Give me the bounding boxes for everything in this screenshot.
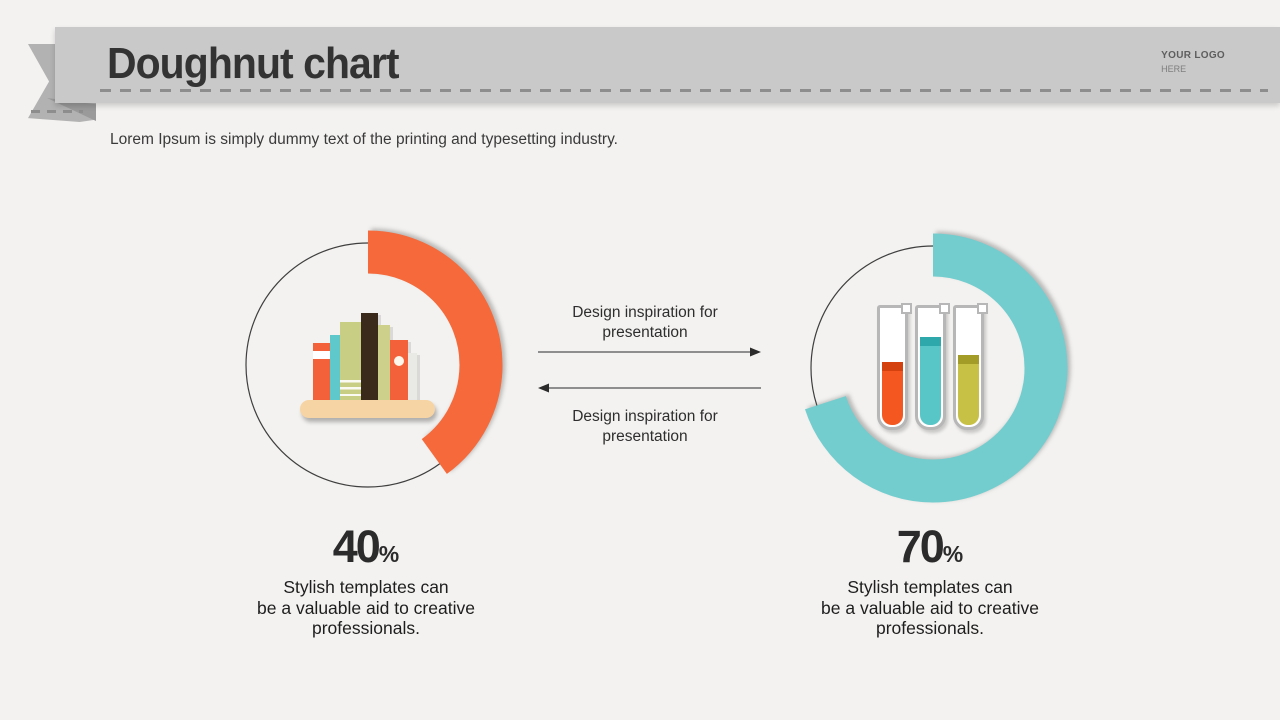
ribbon-tail-dashes [31, 110, 83, 113]
test-tube [953, 303, 988, 430]
connector-label-top-line2: presentation [602, 324, 688, 342]
test-tube-liquid [958, 354, 979, 425]
connector-label-bottom-line1: Design inspiration for [572, 408, 718, 425]
book-dot [394, 356, 404, 366]
connector-arrows [538, 347, 761, 393]
slide-subtitle: Lorem Ipsum is simply dummy text of the … [110, 131, 618, 148]
left-donut-svg [233, 230, 503, 500]
right-donut-svg [798, 233, 1068, 503]
right-percent-value: 70% [780, 524, 1080, 569]
title-banner: Doughnut chart YOUR LOGO HERE [55, 27, 1280, 103]
test-tube-tab [901, 303, 912, 314]
arrow-right-icon [538, 347, 761, 357]
book [340, 322, 361, 401]
left-caption-line2: be a valuable aid to creative [257, 597, 475, 618]
left-caption: Stylish templates can be a valuable aid … [216, 577, 516, 639]
right-caption-line1: Stylish templates can [847, 577, 1013, 597]
left-stat-block: 40% Stylish templates can be a valuable … [216, 524, 516, 639]
test-tube-liquid [882, 361, 903, 425]
page-title: Doughnut chart [107, 39, 399, 88]
book-stripe [313, 351, 331, 359]
bookshelf-icon [298, 312, 438, 422]
shelf [300, 400, 435, 418]
test-tubes-icon [875, 301, 990, 433]
left-donut-chart [222, 219, 514, 511]
left-caption-line3: professionals. [312, 618, 420, 638]
book [390, 340, 408, 401]
donut-arc [233, 230, 503, 500]
right-caption-line3: professionals. [876, 618, 984, 638]
right-stat-block: 70% Stylish templates can be a valuable … [780, 524, 1080, 639]
test-tube-tab [977, 303, 988, 314]
banner-dashed-line [100, 89, 1268, 92]
test-tube-tab [939, 303, 950, 314]
book [361, 313, 378, 401]
test-tube-liquid [920, 336, 941, 425]
book-stripe [340, 380, 361, 396]
liquid-band [958, 354, 979, 364]
right-caption-line2: be a valuable aid to creative [821, 597, 1039, 618]
liquid-band [882, 361, 903, 371]
book [330, 335, 340, 401]
left-percent-sign: % [378, 541, 400, 567]
left-caption-line1: Stylish templates can [283, 577, 449, 597]
connector-label-top-line1: Design inspiration for [572, 304, 718, 321]
right-percent-number: 70 [896, 521, 945, 572]
test-tube [877, 303, 912, 430]
liquid-band [920, 336, 941, 346]
donut-arc [798, 233, 1068, 503]
left-percent-number: 40 [332, 521, 381, 572]
right-donut-chart [787, 222, 1079, 514]
right-caption: Stylish templates can be a valuable aid … [780, 577, 1080, 639]
arrow-left-icon [538, 383, 761, 393]
book [408, 353, 417, 401]
logo-text-line2: HERE [1161, 64, 1187, 74]
logo-text-line1: YOUR LOGO [1161, 50, 1225, 61]
book [313, 343, 331, 401]
left-percent-value: 40% [216, 524, 516, 569]
connector-label-bottom: Design inspiration for presentation [545, 407, 745, 447]
logo-placeholder: YOUR LOGO HERE [1161, 51, 1225, 74]
connector-label-bottom-line2: presentation [602, 428, 688, 446]
connector-label-top: Design inspiration for presentation [545, 303, 745, 343]
test-tube [915, 303, 950, 430]
right-percent-sign: % [942, 541, 964, 567]
book [378, 325, 390, 401]
